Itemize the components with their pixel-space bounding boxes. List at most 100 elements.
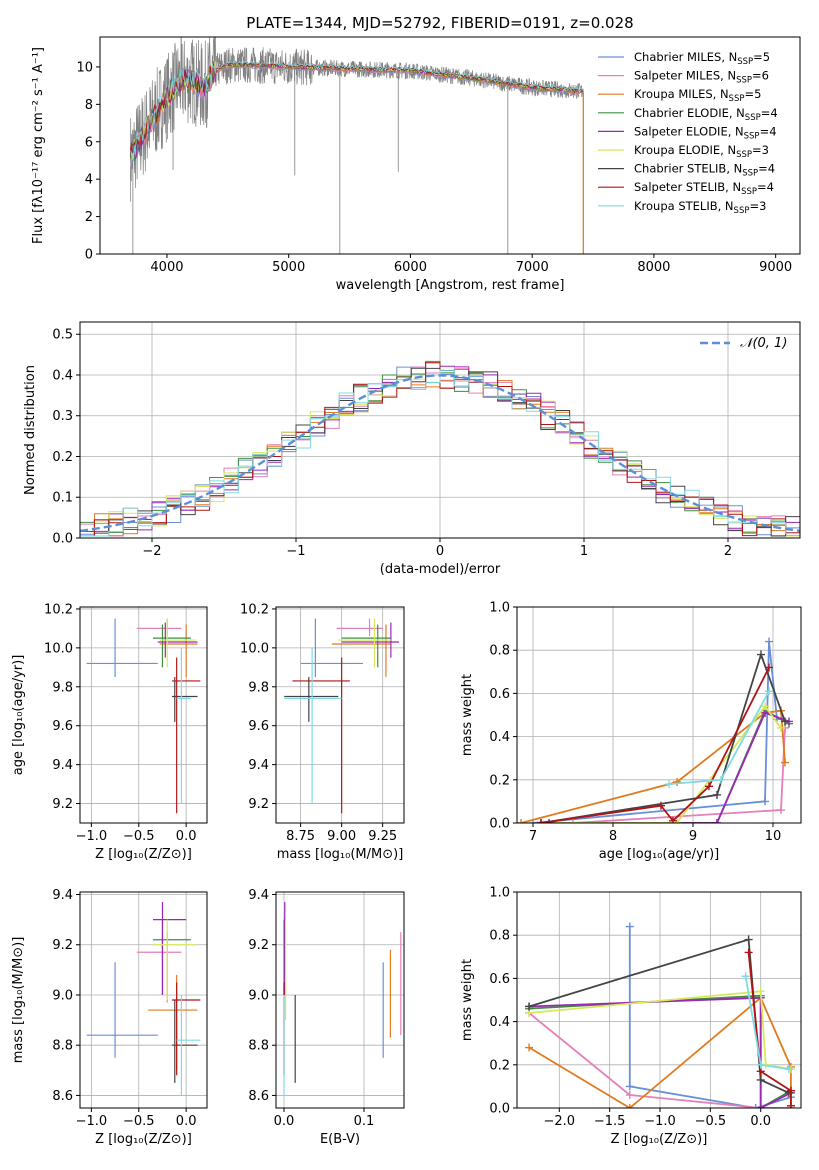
- x-tick-label: 8: [609, 829, 617, 844]
- y-axis-label: mass weight: [460, 674, 475, 756]
- axes-frame: [516, 891, 802, 1109]
- legend-label-tail: =6: [752, 69, 769, 83]
- y-tick-label: 8.6: [52, 1089, 73, 1104]
- x-tick-label: −1.0: [644, 1114, 676, 1129]
- y-tick-label: 9.8: [52, 680, 73, 695]
- legend-label-tail: =4: [761, 106, 778, 120]
- x-tick-label: 0.0: [750, 1114, 771, 1129]
- y-tick-label: 9.4: [52, 888, 73, 903]
- y-tick-label: 8.8: [248, 1039, 269, 1054]
- weight-point-kroupa_stelib: [717, 775, 725, 784]
- y-tick-label: 0.3: [52, 409, 73, 424]
- x-tick-label: −1.0: [76, 829, 108, 844]
- weight-point-salpeter_stelib: [744, 948, 753, 957]
- y-tick-label: 0: [85, 248, 93, 263]
- legend-label-tail: =5: [753, 50, 770, 64]
- y-tick-label: 0.2: [52, 450, 73, 465]
- legend-label: Salpeter ELODIE, NSSP=4: [634, 124, 777, 141]
- x-tick-label: 0.0: [176, 829, 197, 844]
- plot-area: [525, 922, 795, 1108]
- y-tick-label: 0.2: [489, 773, 510, 788]
- legend-label-subscript: SSP: [742, 169, 758, 179]
- age-vs-mass-panel: 8.75 9.00 9.25 9.2 9.4 9.6 9.8 10.0 10.2 mass [lo…: [240, 602, 405, 862]
- x-tick-label: 9.00: [327, 829, 356, 844]
- weight-point-kroupa_stelib: [784, 1065, 793, 1074]
- legend-label-tail: =3: [752, 143, 769, 157]
- x-tick-label: −0.5: [695, 1114, 727, 1129]
- weight-point-salpeter_miles: [625, 1091, 634, 1100]
- legend-label: 𝒩(0, 1): [740, 336, 787, 351]
- weight-line-chabrier_stelib: [540, 651, 786, 823]
- plot-area: [283, 902, 402, 1096]
- weight-point-kroupa_stelib: [741, 972, 750, 981]
- y-axis-label: mass [log₁₀(M/M⊙)]: [11, 937, 26, 1064]
- weight-point-chabrier_miles: [761, 797, 769, 806]
- x-tick-label: 5000: [272, 260, 305, 275]
- y-tick-label: 0.8: [489, 644, 510, 659]
- weight-point-chabrier_stelib: [713, 790, 721, 799]
- x-tick-label: 0.0: [176, 1114, 197, 1129]
- legend-label: Chabrier ELODIE, NSSP=4: [634, 106, 778, 123]
- legend-label: Salpeter MILES, NSSP=6: [634, 69, 769, 86]
- y-axis-label: mass weight: [460, 959, 475, 1041]
- y-tick-label: 1.0: [489, 886, 510, 901]
- legend-label: Kroupa MILES, NSSP=5: [634, 87, 761, 104]
- y-tick-label: 8.6: [248, 1089, 269, 1104]
- weight-point-kroupa_elodie: [756, 987, 765, 996]
- legend-label-tail: =4: [757, 180, 774, 194]
- x-axis-label: Z [log₁₀(Z/Z⊙)]: [611, 1132, 708, 1147]
- weight-point-chabrier_miles: [625, 1082, 634, 1091]
- weight-point-salpeter_stelib: [786, 1101, 795, 1108]
- axes-frame: [79, 606, 208, 824]
- weight-point-kroupa_elodie: [777, 723, 785, 732]
- y-tick-label: 0.2: [489, 1058, 510, 1073]
- legend-label-subscript: SSP: [736, 76, 752, 86]
- y-tick-label: 9.0: [52, 988, 73, 1003]
- y-tick-label: 0.4: [489, 730, 510, 745]
- weight-point-chabrier_stelib: [525, 1002, 534, 1011]
- weight-point-salpeter_stelib: [657, 801, 665, 810]
- weight-point-kroupa_miles: [781, 758, 789, 767]
- legend-label: Chabrier STELIB, NSSP=4: [634, 162, 775, 179]
- weight-line-kroupa_elodie: [557, 704, 782, 823]
- y-tick-label: 9.8: [248, 680, 269, 695]
- x-axis-label: (data-model)/error: [380, 562, 501, 577]
- y-tick-label: 4: [85, 173, 93, 188]
- weight-point-kroupa_elodie: [761, 702, 769, 711]
- x-tick-label: 2: [724, 544, 732, 559]
- x-tick-label: 8000: [637, 260, 670, 275]
- legend-label: Salpeter STELIB, NSSP=4: [634, 180, 774, 197]
- weight-point-chabrier_miles: [765, 637, 773, 646]
- residuals-panel: −2 −1 0 1 2 0.0 0.1 0.2 0.3 0.4 0.5 (data-model)/er…: [23, 321, 801, 577]
- plot-area: [86, 618, 201, 814]
- weight-point-kroupa_miles: [517, 819, 525, 823]
- y-tick-label: 0.6: [489, 687, 510, 702]
- weight-point-salpeter_stelib: [765, 663, 773, 672]
- mass-weight-vs-metallicity-panel: −2.0 −1.5 −1.0 −0.5 0.0 0.0 0.2 0.4 0.6 0.8 1.0 Z […: [460, 886, 802, 1147]
- mass-weight-vs-age-panel: 7 8 9 10 0.0 0.2 0.4 0.6 0.8 1.0 age [log₁₀(age/yr…: [460, 601, 802, 862]
- y-tick-label: 0.8: [489, 929, 510, 944]
- spectrum-title: PLATE=1344, MJD=52792, FIBERID=0191, z=0…: [246, 14, 633, 32]
- weight-point-chabrier_miles: [625, 922, 634, 931]
- y-tick-label: 10.0: [44, 641, 73, 656]
- weight-point-salpeter_stelib: [786, 1086, 795, 1095]
- weight-point-salpeter_elodie: [713, 819, 721, 823]
- plot-area: [130, 37, 584, 254]
- y-tick-label: 0.1: [52, 491, 73, 506]
- y-tick-label: 9.2: [248, 938, 269, 953]
- y-tick-label: 8: [85, 98, 93, 113]
- y-tick-label: 9.0: [248, 988, 269, 1003]
- y-tick-label: 6: [85, 135, 93, 150]
- weight-line-salpeter_elodie: [549, 711, 790, 823]
- legend-label-subscript: SSP: [734, 206, 750, 216]
- legend-label: Kroupa ELODIE, NSSP=3: [634, 143, 769, 160]
- weight-point-salpeter_stelib: [669, 816, 677, 823]
- legend-label: Kroupa STELIB, NSSP=3: [634, 199, 766, 216]
- y-tick-label: 1.0: [489, 601, 510, 616]
- mass-vs-metallicity-panel: −1.0 −0.5 0.0 8.6 8.8 9.0 9.2 9.4 Z [log₁₀(Z/Z⊙)…: [11, 888, 208, 1147]
- x-tick-label: −2.0: [544, 1114, 576, 1129]
- x-axis-label: Z [log₁₀(Z/Z⊙)]: [95, 1132, 192, 1147]
- axes-frame: [79, 891, 208, 1109]
- weight-point-chabrier_stelib: [757, 650, 765, 659]
